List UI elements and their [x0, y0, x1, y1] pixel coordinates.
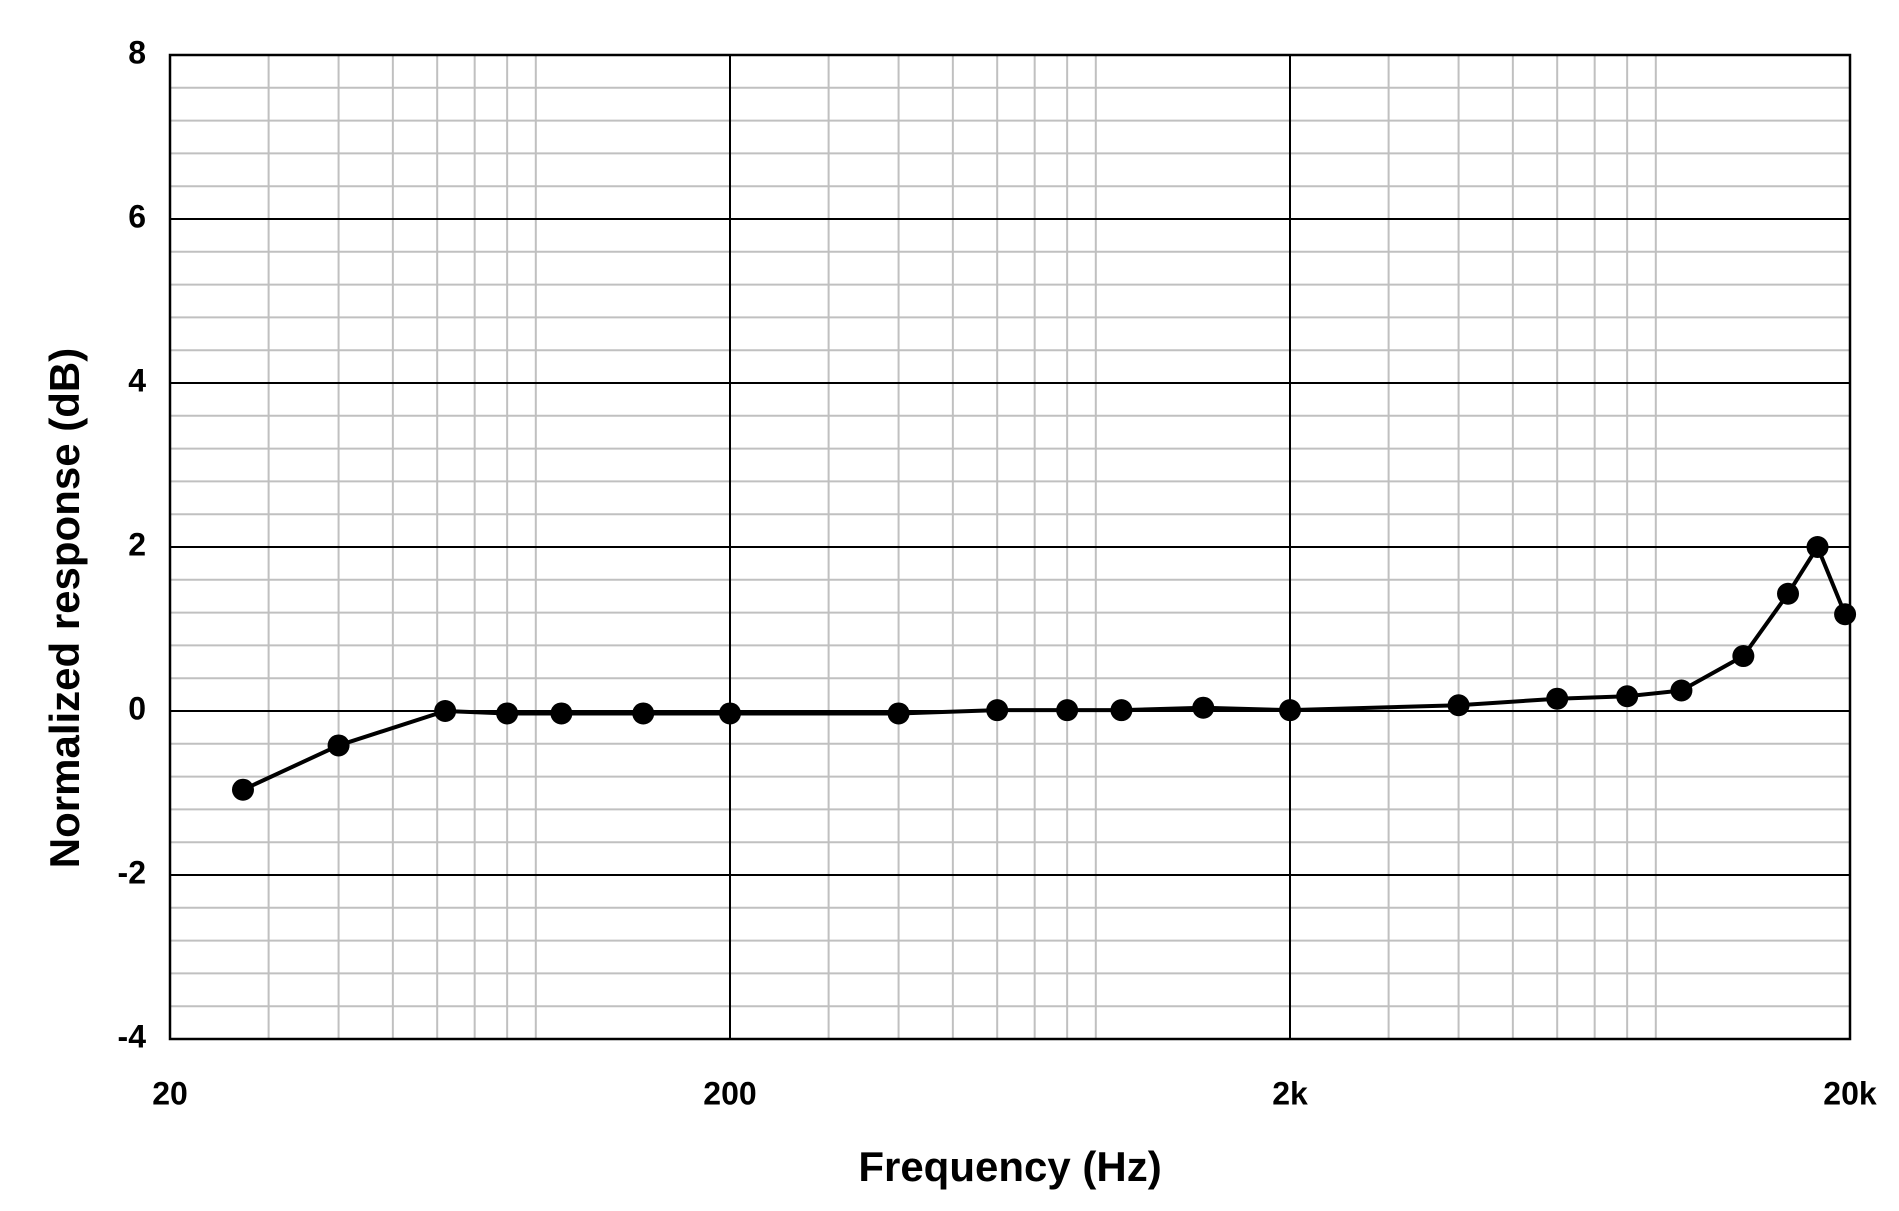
x-axis-title: Frequency (Hz)	[858, 1143, 1161, 1190]
data-point	[1616, 685, 1639, 708]
data-point	[327, 734, 350, 757]
data-point	[1670, 679, 1693, 702]
data-point	[1447, 694, 1470, 717]
data-point	[434, 700, 457, 722]
y-axis-title: Normalized response (dB)	[41, 348, 88, 868]
data-point	[1732, 645, 1755, 668]
y-tick-label: -4	[118, 1018, 147, 1054]
data-point	[719, 702, 741, 725]
data-point	[1806, 536, 1829, 558]
data-point	[1110, 699, 1133, 722]
x-tick-label: 20	[152, 1075, 188, 1111]
y-tick-label: 0	[128, 690, 146, 726]
y-tick-label: -2	[118, 854, 146, 890]
data-point	[887, 702, 910, 725]
x-tick-label: 20k	[1823, 1075, 1877, 1111]
x-tick-label: 2k	[1272, 1075, 1308, 1111]
data-point	[550, 702, 573, 725]
plot-frame	[168, 53, 1852, 1041]
data-point	[231, 778, 254, 801]
data-point	[1546, 687, 1569, 710]
data-point	[1777, 582, 1800, 605]
y-tick-label: 8	[128, 34, 146, 70]
data-point	[632, 702, 655, 725]
data-point	[1056, 699, 1079, 722]
data-point	[986, 699, 1009, 722]
data-point	[496, 702, 519, 725]
y-tick-label: 2	[128, 526, 146, 562]
y-tick-label: 6	[128, 198, 146, 234]
x-tick-label: 200	[703, 1075, 756, 1111]
data-point	[1192, 696, 1215, 719]
data-point	[1279, 699, 1301, 722]
data-point	[1834, 603, 1857, 626]
y-tick-label: 4	[128, 362, 146, 398]
